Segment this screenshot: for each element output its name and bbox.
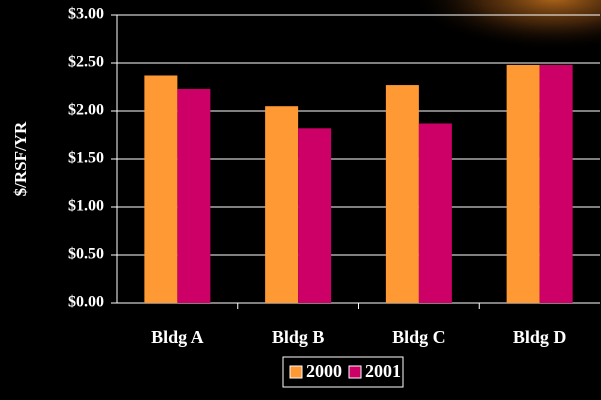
legend-label: 2001	[365, 361, 401, 381]
bar	[539, 64, 573, 303]
y-tick-label: $0.00	[68, 294, 104, 311]
y-tick-label: $1.00	[68, 198, 104, 215]
legend-box	[282, 356, 404, 388]
x-tick-label: Bldg C	[392, 327, 446, 347]
bar	[385, 85, 419, 303]
y-tick-label: $2.50	[68, 54, 104, 71]
legend-label: 2000	[306, 361, 342, 381]
bar	[265, 106, 299, 303]
bar	[418, 123, 452, 303]
bar	[177, 88, 211, 303]
bar	[506, 64, 540, 303]
bar	[298, 128, 332, 303]
y-tick-label: $3.00	[68, 6, 104, 23]
y-tick-label: $2.00	[68, 102, 104, 119]
legend-swatch	[348, 365, 362, 379]
x-tick-label: Bldg A	[151, 327, 204, 347]
x-tick-label: Bldg D	[513, 327, 567, 347]
y-tick-label: $1.50	[68, 150, 104, 167]
bar	[144, 75, 178, 303]
y-axis-label: $/RSF/YR	[11, 121, 30, 196]
y-tick-label: $0.50	[68, 246, 104, 263]
legend-swatch	[289, 365, 303, 379]
x-tick-label: Bldg B	[272, 327, 325, 347]
